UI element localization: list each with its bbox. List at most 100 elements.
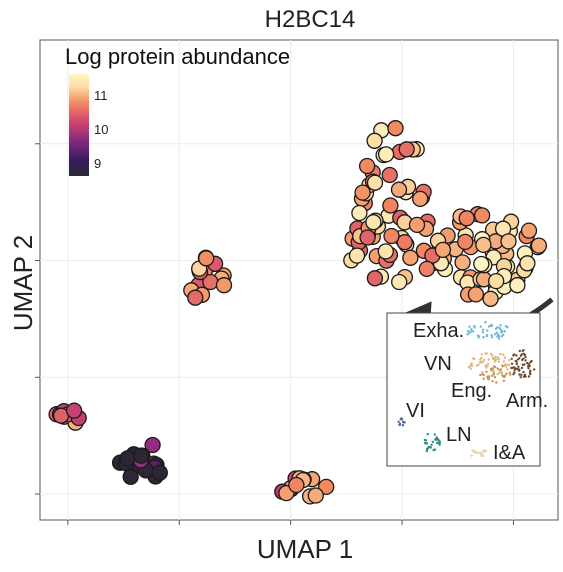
scatter-point [122,468,139,485]
scatter-points [48,120,548,505]
inset-point [506,326,509,329]
inset-point [480,353,483,356]
inset-umap: Exha. VN Eng. Arm. VI LN I&A [386,312,548,467]
inset-point [526,365,530,368]
inset-point [521,358,524,362]
inset-point [472,357,475,360]
inset-point [520,353,524,356]
inset-point [533,368,536,371]
axis-ticks [35,143,514,525]
inset-point [494,355,497,359]
inset-point [519,376,522,379]
inset-point [523,353,527,357]
inset-point [485,334,489,337]
inset-point [424,439,428,442]
inset-point [491,367,494,370]
inset-point [479,325,482,328]
inset-point [517,369,521,372]
inset-point [484,321,487,324]
scatter-point [377,243,394,260]
scatter-point [402,249,419,266]
inset-point [514,359,517,363]
inset-point [468,325,471,328]
inset-point [470,328,473,331]
inset-point [499,324,502,327]
scatter-point [391,273,408,291]
inset-point [515,354,518,357]
scatter-point [198,250,215,267]
inset-point [520,373,523,376]
inset-point [497,334,501,338]
inset-points [397,321,536,458]
inset-point [497,337,501,340]
inset-point [510,362,514,365]
inset-point [509,373,512,376]
inset-point [523,373,527,376]
inset-point [487,377,490,380]
scatter-point [366,132,383,149]
inset-point [520,366,524,370]
inset-point [495,381,498,384]
inset-point [502,353,505,356]
y-axis-label: UMAP 2 [8,235,38,331]
inset-point [494,327,498,330]
inset-point [497,368,500,371]
scatter-point [366,174,384,191]
inset-point [486,362,490,366]
inset-point [497,360,501,363]
inset-point [490,336,494,339]
inset-point [504,365,508,368]
inset-point [490,334,493,337]
scatter-point [398,141,415,158]
inset-point [426,432,429,436]
inset-point [475,451,478,455]
inset-point [471,330,475,333]
inset-point [491,374,494,377]
inset-point [472,450,476,454]
scatter-point [119,450,136,467]
inset-point [510,357,513,360]
scatter-point [288,476,305,494]
scatter-point [351,204,368,222]
inset-point [501,365,504,368]
x-axis-label: UMAP 1 [257,534,353,564]
inset-point [503,374,507,377]
inset-point [493,365,497,369]
scatter-point [65,402,83,419]
scatter-point [396,234,413,251]
inset-point [530,359,533,363]
legend-tick-11: 11 [94,88,108,103]
inset-label-ia: I&A [493,442,526,464]
scatter-point [307,487,324,504]
inset-point [469,364,472,367]
scatter-point [366,270,384,287]
inset-point [484,449,487,453]
inset-point [398,423,402,426]
inset-point [508,371,512,374]
inset-point [498,371,501,374]
inset-label-arm: Arm. [506,390,548,412]
inset-point [524,356,527,359]
inset-point [524,359,527,362]
inset-point [470,362,473,365]
scatter-point [473,207,491,224]
inset-point [512,373,515,376]
inset-point [425,449,429,453]
inset-point [481,328,485,331]
inset-point [471,449,474,452]
scatter-point [354,184,371,201]
inset-point [501,374,504,377]
inset-point [484,366,488,369]
scatter-point [359,229,376,246]
inset-point [486,365,489,368]
inset-point [485,370,488,373]
inset-point [425,447,429,451]
inset-point [475,364,479,367]
inset-point [523,363,526,366]
inset-point [496,326,499,329]
legend-title: Log protein abundance [65,44,290,69]
inset-point [479,373,482,377]
scatter-point [348,247,366,264]
inset-point [469,367,472,370]
